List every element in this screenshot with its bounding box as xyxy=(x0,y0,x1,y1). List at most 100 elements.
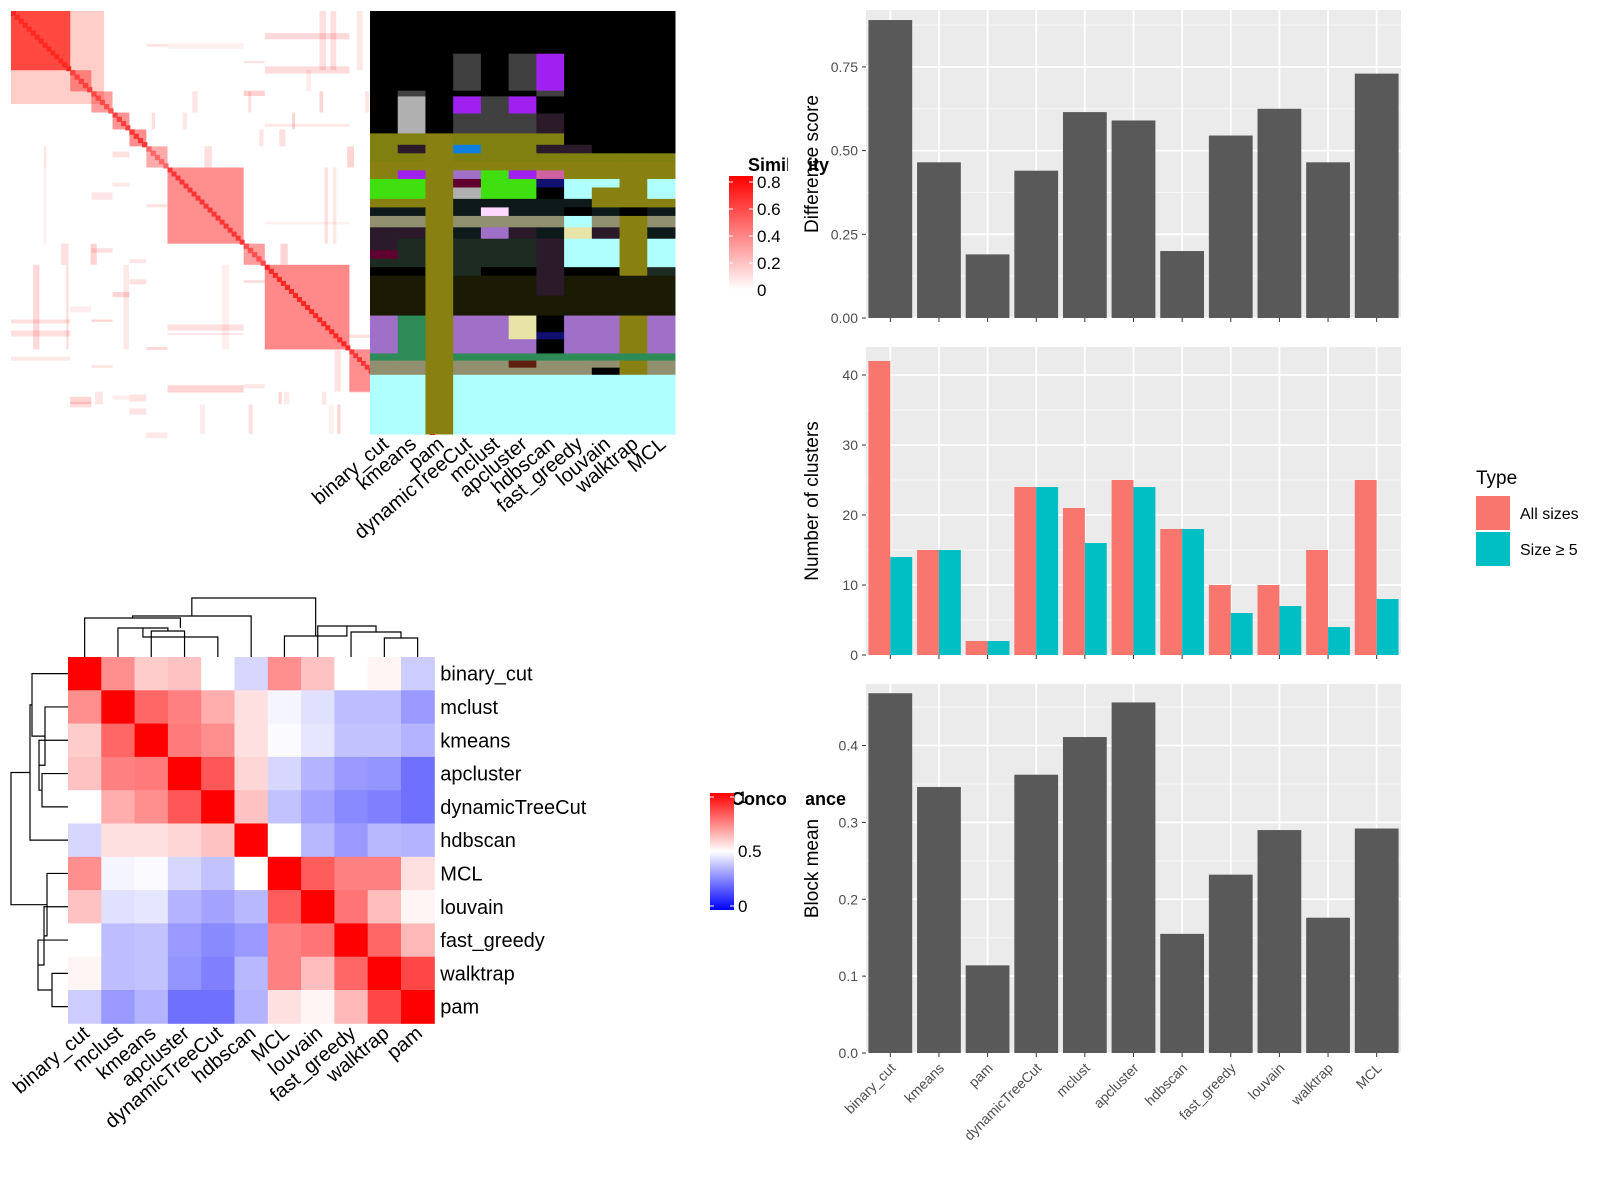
bar-walktrap xyxy=(1306,917,1350,1053)
assignment-cell xyxy=(397,215,426,228)
assignment-cell xyxy=(453,315,482,333)
bar-size-5-dynamictreecut xyxy=(1036,487,1059,655)
similarity-diagonal-cell xyxy=(175,175,181,181)
similarity-diagonal-cell xyxy=(150,150,156,156)
concordance-row-label-dynamictreecut: dynamicTreeCut xyxy=(440,797,586,819)
similarity-diagonal-cell xyxy=(309,309,315,315)
assignment-cell xyxy=(425,227,454,240)
concordance-cell xyxy=(334,790,369,824)
assignment-cell xyxy=(397,304,426,317)
assignment-cell xyxy=(453,11,482,55)
dendrogram-branch xyxy=(350,631,402,657)
assignment-cell xyxy=(647,133,676,146)
bar-size-5-mclust xyxy=(1084,543,1107,655)
concordance-cell xyxy=(101,923,136,958)
assignment-cell xyxy=(370,113,399,134)
assignment-cell xyxy=(536,161,565,171)
bar-all-sizes-fast-greedy xyxy=(1208,585,1231,655)
assignment-cell xyxy=(564,161,593,171)
similarity-stripe xyxy=(182,112,188,130)
assignment-cell xyxy=(425,346,454,354)
concordance-cell xyxy=(401,690,435,725)
x-tick-label-apcluster: apcluster xyxy=(1090,1060,1142,1112)
assignment-cell xyxy=(508,161,537,171)
assignment-cell xyxy=(425,304,454,317)
assignment-cell xyxy=(370,304,399,317)
assignment-cell xyxy=(480,207,510,217)
assignment-cell xyxy=(536,178,565,188)
assignment-cell xyxy=(536,187,565,200)
similarity-stripe xyxy=(146,432,168,439)
column-dendrogram xyxy=(84,597,419,657)
similarity-tick-label: 0.6 xyxy=(757,200,781,219)
assignment-cell xyxy=(453,113,482,134)
concordance-row-label-hdbscan: hdbscan xyxy=(440,830,516,852)
assignment-cell xyxy=(591,353,621,362)
assignment-cell xyxy=(591,153,621,163)
bar-size-5-louvain xyxy=(1279,606,1302,655)
assignment-cell xyxy=(453,295,482,305)
similarity-stripe xyxy=(91,192,113,200)
similarity-diagonal-cell xyxy=(125,125,131,131)
similarity-stripe xyxy=(129,408,147,415)
assignment-cell xyxy=(453,360,482,369)
assignment-cell xyxy=(453,332,482,340)
similarity-diagonal-cell xyxy=(95,95,101,101)
similarity-stripe xyxy=(243,61,265,64)
assignment-cell xyxy=(480,96,510,114)
concordance-cell xyxy=(367,756,402,791)
assignment-cell xyxy=(370,133,399,146)
concordance-cell xyxy=(134,657,169,691)
assignment-cell xyxy=(564,96,593,114)
similarity-diagonal-cell xyxy=(154,154,161,161)
assignment-cell xyxy=(397,207,426,217)
x-tick-label-kmeans: kmeans xyxy=(901,1060,947,1106)
similarity-stripe xyxy=(328,404,334,434)
concordance-column-label-pam: pam xyxy=(383,1022,427,1064)
concordance-cell xyxy=(401,657,435,691)
assignment-cell xyxy=(591,133,621,146)
assignment-cell xyxy=(425,250,454,260)
assignment-cell xyxy=(397,258,426,268)
assignment-cell xyxy=(619,144,648,154)
similarity-diagonal-cell xyxy=(256,256,262,262)
assignment-cell xyxy=(564,275,593,285)
legend-clip xyxy=(786,780,806,812)
similarity-diagonal-cell xyxy=(163,163,169,169)
assignment-cell xyxy=(591,53,621,92)
similarity-stripe xyxy=(146,43,168,47)
similarity-diagonal-cell xyxy=(284,284,290,290)
assignment-cell xyxy=(591,275,621,285)
assignment-cell xyxy=(397,367,426,376)
similarity-diagonal-cell xyxy=(146,146,152,152)
assignment-cell xyxy=(480,315,510,333)
assignment-cell xyxy=(480,198,510,208)
bar-dynamictreecut xyxy=(1014,774,1059,1053)
similarity-diagonal-cell xyxy=(341,341,347,347)
similarity-stripe xyxy=(243,280,265,283)
assignment-cell xyxy=(508,267,537,277)
concordance-cell xyxy=(201,756,235,791)
assignment-cell xyxy=(536,198,565,208)
number-of-clusters-chart: 0 10 20 30 40 Number of clusters xyxy=(802,347,1401,663)
assignment-cell xyxy=(619,267,648,277)
concordance-cell xyxy=(134,923,169,958)
assignment-cell xyxy=(370,53,399,92)
y-tick-label: 0.00 xyxy=(831,310,858,326)
assignment-cell xyxy=(591,161,621,171)
assignment-cell xyxy=(397,90,426,97)
assignment-cell xyxy=(564,250,593,260)
assignment-cell xyxy=(647,374,676,435)
concordance-cell xyxy=(301,990,335,1024)
assignment-cell xyxy=(425,144,454,154)
concordance-cell xyxy=(234,856,269,891)
concordance-cell xyxy=(367,823,402,858)
assignment-cell xyxy=(536,315,565,333)
assignment-cell xyxy=(564,133,593,146)
similarity-stripe xyxy=(112,151,130,158)
assignment-cell xyxy=(564,304,593,317)
similarity-diagonal-cell xyxy=(211,211,217,217)
bar-size-5-apcluster xyxy=(1133,487,1156,655)
bar-size-5-walktrap xyxy=(1328,627,1350,655)
bar-louvain xyxy=(1257,108,1302,319)
